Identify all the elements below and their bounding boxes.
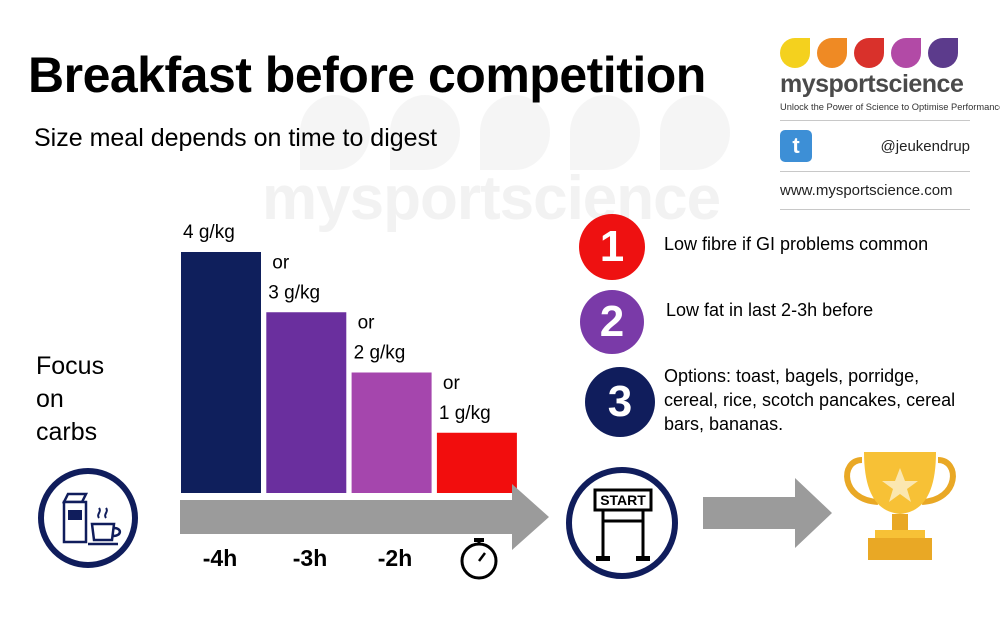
brand-drop bbox=[891, 38, 921, 68]
twitter-row[interactable]: t @jeukendrup bbox=[780, 129, 970, 163]
tip-number-1: 1 bbox=[579, 214, 645, 280]
start-gate-graphic: START bbox=[593, 488, 653, 561]
bar bbox=[436, 432, 517, 493]
bar-value-label: 4 g/kg bbox=[183, 222, 235, 243]
focus-text: Focus on carbs bbox=[36, 350, 104, 449]
watermark-drop bbox=[480, 95, 550, 170]
trophy-icon bbox=[844, 452, 956, 560]
divider bbox=[780, 171, 970, 172]
breakfast-icon bbox=[38, 468, 138, 568]
website-link[interactable]: www.mysportscience.com bbox=[780, 182, 953, 199]
brand-box: mysportscience Unlock the Power of Scien… bbox=[780, 38, 1000, 218]
watermark-drop bbox=[660, 95, 730, 170]
bar-value-label: 3 g/kg bbox=[268, 282, 320, 303]
tip-number-2: 2 bbox=[580, 290, 644, 354]
brand-name: mysportscience bbox=[780, 70, 964, 98]
tip-text-1: Low fibre if GI problems common bbox=[664, 234, 929, 254]
watermark-drop bbox=[570, 95, 640, 170]
start-label: START bbox=[600, 492, 646, 508]
bar bbox=[351, 372, 432, 493]
or-label: or bbox=[272, 252, 290, 273]
twitter-handle[interactable]: @jeukendrup bbox=[880, 137, 970, 155]
x-tick-label: -3h bbox=[293, 545, 328, 571]
watermark-drops bbox=[300, 95, 730, 170]
watermark-drop bbox=[300, 95, 370, 170]
bar bbox=[266, 312, 347, 493]
brand-drop bbox=[780, 38, 810, 68]
divider bbox=[780, 120, 970, 121]
twitter-icon[interactable]: t bbox=[780, 130, 812, 162]
bar-value-label: 2 g/kg bbox=[354, 343, 406, 364]
watermark-drop bbox=[390, 95, 460, 170]
tip-text-2: Low fat in last 2-3h before bbox=[666, 300, 874, 320]
divider bbox=[780, 209, 970, 210]
page-title: Breakfast before competition bbox=[28, 47, 706, 103]
or-label: or bbox=[358, 313, 376, 334]
page-subtitle: Size meal depends on time to digest bbox=[34, 124, 438, 152]
start-to-trophy-arrow bbox=[703, 478, 832, 548]
timeline-arrow bbox=[180, 484, 549, 550]
or-label: or bbox=[443, 373, 461, 394]
x-tick-label: -4h bbox=[203, 545, 238, 571]
brand-tagline: Unlock the Power of Science to Optimise … bbox=[780, 102, 1000, 112]
watermark-text: mysportscience bbox=[262, 164, 721, 233]
stopwatch-icon bbox=[460, 538, 498, 580]
brand-drop bbox=[854, 38, 884, 68]
bars-layer bbox=[181, 252, 517, 493]
tip-number-3: 3 bbox=[585, 367, 655, 437]
start-gate-icon: START bbox=[566, 467, 678, 579]
breakfast-graphic bbox=[61, 492, 122, 546]
x-tick-label: -2h bbox=[378, 545, 413, 571]
bar-value-label: 1 g/kg bbox=[439, 403, 491, 424]
brand-drop bbox=[817, 38, 847, 68]
focus-line: carbs bbox=[36, 418, 98, 446]
tip-text-3: Options: toast, bagels, porridge, cereal… bbox=[664, 366, 956, 434]
brand-drop bbox=[928, 38, 958, 68]
brand-logo-drops bbox=[780, 38, 970, 68]
focus-line: on bbox=[36, 385, 64, 413]
focus-line: Focus bbox=[36, 352, 105, 380]
bar bbox=[181, 252, 261, 493]
labels-layer: 4 g/kg 3 g/kg or 2 g/kg or 1 g/kg or -4h -3h -2h bbox=[183, 222, 491, 571]
